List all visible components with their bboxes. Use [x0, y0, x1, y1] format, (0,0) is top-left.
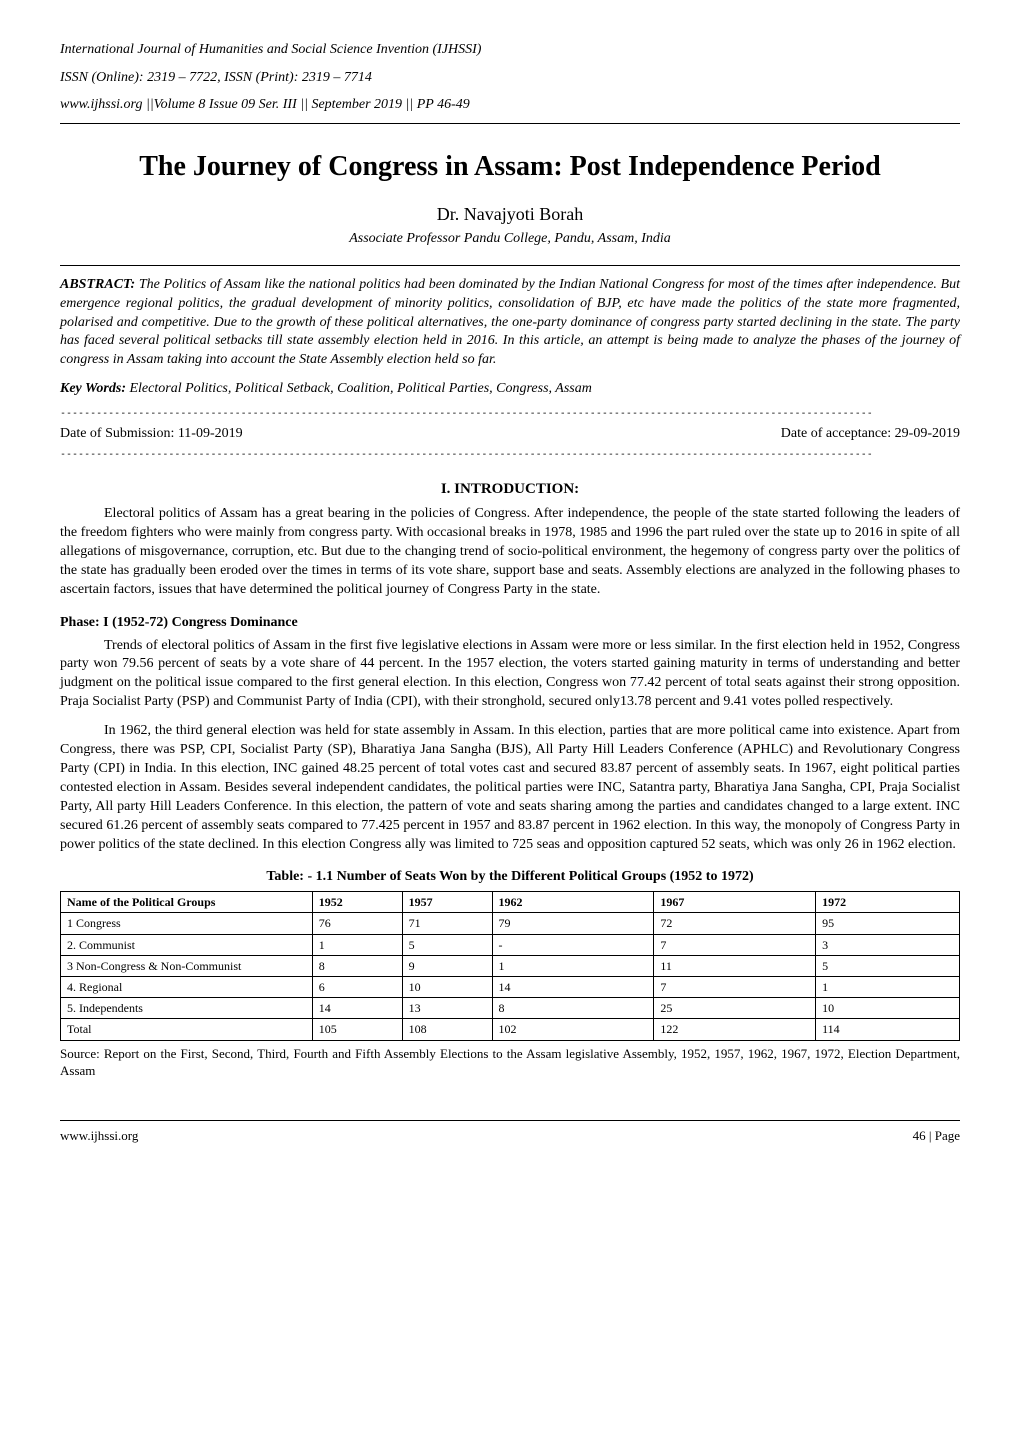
table-header-cell: 1957 — [402, 892, 492, 913]
table-cell: 1 — [312, 934, 402, 955]
table-cell: 14 — [492, 977, 654, 998]
table-cell: 76 — [312, 913, 402, 934]
table-source-note: Source: Report on the First, Second, Thi… — [60, 1045, 960, 1080]
header-rule — [60, 123, 960, 124]
table-row: Total105108102122114 — [61, 1019, 960, 1040]
table-cell: 5 — [816, 955, 960, 976]
table-header-cell: Name of the Political Groups — [61, 892, 313, 913]
table-cell: 71 — [402, 913, 492, 934]
journal-name: International Journal of Humanities and … — [60, 40, 960, 60]
acceptance-date: Date of acceptance: 29-09-2019 — [781, 425, 960, 444]
table-cell: 13 — [402, 998, 492, 1019]
table-row: 5. Independents141382510 — [61, 998, 960, 1019]
submission-date: Date of Submission: 11-09-2019 — [60, 425, 243, 444]
phase-1-para-2: In 1962, the third general election was … — [60, 722, 960, 854]
seats-table: Name of the Political Groups 1952 1957 1… — [60, 891, 960, 1040]
table-caption: Table: - 1.1 Number of Seats Won by the … — [60, 868, 960, 887]
table-cell: 7 — [654, 934, 816, 955]
table-header-cell: 1967 — [654, 892, 816, 913]
table-cell: 3 Non-Congress & Non-Communist — [61, 955, 313, 976]
table-cell: 9 — [402, 955, 492, 976]
table-cell: 5 — [402, 934, 492, 955]
phase-1-para-1: Trends of electoral politics of Assam in… — [60, 637, 960, 713]
author-affiliation: Associate Professor Pandu College, Pandu… — [60, 230, 960, 249]
table-cell: 1 Congress — [61, 913, 313, 934]
table-cell: 79 — [492, 913, 654, 934]
table-cell: 10 — [402, 977, 492, 998]
table-cell: 14 — [312, 998, 402, 1019]
table-cell: 5. Independents — [61, 998, 313, 1019]
table-cell: 72 — [654, 913, 816, 934]
table-cell: 122 — [654, 1019, 816, 1040]
table-cell: 2. Communist — [61, 934, 313, 955]
paper-title: The Journey of Congress in Assam: Post I… — [60, 148, 960, 186]
table-header-cell: 1972 — [816, 892, 960, 913]
abstract-label: ABSTRACT: — [60, 277, 135, 292]
table-row: 2. Communist15-73 — [61, 934, 960, 955]
phase-1-heading: Phase: I (1952-72) Congress Dominance — [60, 614, 960, 633]
keywords-block: Key Words: Electoral Politics, Political… — [60, 380, 960, 399]
abstract-top-rule — [60, 265, 960, 266]
keywords-text: Electoral Politics, Political Setback, C… — [126, 381, 592, 396]
footer-page: 46 | Page — [913, 1127, 960, 1145]
table-cell: 8 — [312, 955, 402, 976]
intro-paragraph: Electoral politics of Assam has a great … — [60, 505, 960, 599]
page-footer: www.ijhssi.org 46 | Page — [60, 1120, 960, 1145]
abstract-text: The Politics of Assam like the national … — [60, 277, 960, 368]
table-row: 1 Congress7671797295 — [61, 913, 960, 934]
table-cell: Total — [61, 1019, 313, 1040]
table-cell: 1 — [816, 977, 960, 998]
table-cell: 25 — [654, 998, 816, 1019]
table-cell: 8 — [492, 998, 654, 1019]
dash-line-top: ----------------------------------------… — [60, 407, 960, 421]
table-cell: 1 — [492, 955, 654, 976]
table-cell: 105 — [312, 1019, 402, 1040]
journal-volume: www.ijhssi.org ||Volume 8 Issue 09 Ser. … — [60, 95, 960, 115]
keywords-label: Key Words: — [60, 381, 126, 396]
table-row: 4. Regional6101471 — [61, 977, 960, 998]
table-cell: 95 — [816, 913, 960, 934]
table-cell: 3 — [816, 934, 960, 955]
table-header-row: Name of the Political Groups 1952 1957 1… — [61, 892, 960, 913]
dash-line-bottom: ----------------------------------------… — [60, 448, 960, 462]
table-row: 3 Non-Congress & Non-Communist891115 — [61, 955, 960, 976]
dates-row: Date of Submission: 11-09-2019 Date of a… — [60, 425, 960, 444]
table-header-cell: 1962 — [492, 892, 654, 913]
table-cell: 10 — [816, 998, 960, 1019]
table-cell: 11 — [654, 955, 816, 976]
table-cell: 4. Regional — [61, 977, 313, 998]
table-cell: 6 — [312, 977, 402, 998]
table-header-cell: 1952 — [312, 892, 402, 913]
abstract-block: ABSTRACT: The Politics of Assam like the… — [60, 276, 960, 370]
section-1-heading: I. INTRODUCTION: — [60, 479, 960, 499]
author-name: Dr. Navajyoti Borah — [60, 202, 960, 226]
table-cell: 108 — [402, 1019, 492, 1040]
table-cell: 7 — [654, 977, 816, 998]
journal-issn: ISSN (Online): 2319 – 7722, ISSN (Print)… — [60, 68, 960, 88]
table-cell: 102 — [492, 1019, 654, 1040]
footer-site: www.ijhssi.org — [60, 1127, 138, 1145]
table-cell: - — [492, 934, 654, 955]
table-cell: 114 — [816, 1019, 960, 1040]
